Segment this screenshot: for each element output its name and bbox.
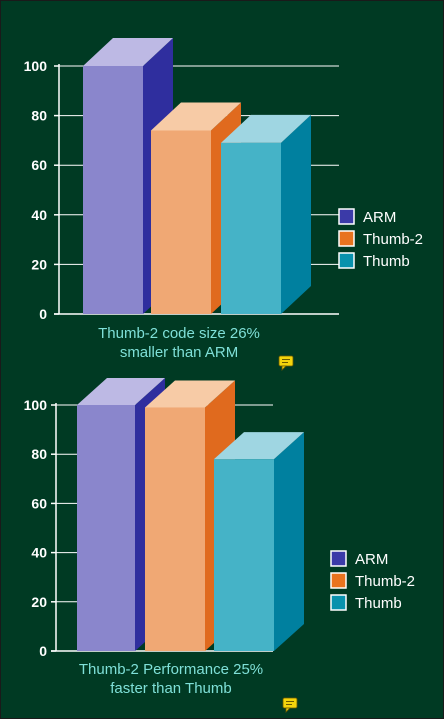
legend-swatch xyxy=(330,572,347,589)
note-icon-body xyxy=(282,697,298,709)
note-icon-tail xyxy=(285,707,291,713)
note-icon xyxy=(278,355,294,371)
legend-item: Thumb xyxy=(338,252,410,270)
y-tick-label: 80 xyxy=(31,446,47,462)
bar-front xyxy=(151,130,211,314)
legend-label: Thumb xyxy=(363,253,410,270)
bar-top xyxy=(83,38,173,66)
legend-item: Thumb-2 xyxy=(338,230,423,248)
legend-swatch xyxy=(338,230,355,247)
legend-item: Thumb-2 xyxy=(330,572,415,590)
bar-top xyxy=(145,380,235,408)
legend-swatch xyxy=(338,208,355,225)
legend-item: ARM xyxy=(330,550,388,568)
chart-caption-line: Thumb-2 code size 26% xyxy=(98,325,260,342)
note-icon-tail xyxy=(281,365,287,371)
note-icon xyxy=(282,697,298,713)
y-tick-label: 60 xyxy=(31,495,47,511)
chart-caption-line: Thumb-2 Performance 25% xyxy=(79,661,263,678)
bar-side xyxy=(274,432,304,651)
legend-label: ARM xyxy=(355,551,388,568)
y-tick-label: 60 xyxy=(31,157,47,173)
chart-caption-line: faster than Thumb xyxy=(110,680,231,697)
bar-top xyxy=(221,114,311,143)
legend-swatch xyxy=(330,550,347,567)
bar-front xyxy=(221,142,281,314)
legend-label: Thumb-2 xyxy=(363,231,423,248)
bar-thumb xyxy=(221,114,311,314)
legend-label: Thumb xyxy=(355,595,402,612)
bar-side xyxy=(281,114,311,314)
bar-front xyxy=(77,405,135,651)
legend-label: ARM xyxy=(363,209,396,226)
note-icon-body xyxy=(278,355,294,367)
bar-front xyxy=(83,66,143,314)
y-tick-label: 0 xyxy=(39,306,47,322)
bar-top xyxy=(77,378,165,405)
bar-top xyxy=(151,102,241,131)
legend-item: ARM xyxy=(338,208,396,226)
legend-item: Thumb xyxy=(330,594,402,612)
bar-chart-2: 0 20 40 60 80 100 ARM Thumb-2 Thumb Thumb-2 Perfo… xyxy=(24,378,415,713)
bar-arm xyxy=(77,378,165,651)
bar-chart-1: 0 20 40 60 80 100 ARM Thumb-2 Thumb Thumb-2 code … xyxy=(24,38,423,371)
y-tick-label: 40 xyxy=(31,545,47,561)
bar-top xyxy=(214,432,304,460)
y-tick-label: 100 xyxy=(24,397,48,413)
y-tick-label: 20 xyxy=(31,256,47,272)
chart-caption-line: smaller than ARM xyxy=(120,344,238,361)
bar-thumb xyxy=(214,432,304,651)
y-tick-label: 100 xyxy=(24,58,48,74)
y-tick-label: 80 xyxy=(31,108,47,124)
legend-swatch xyxy=(330,594,347,611)
legend-label: Thumb-2 xyxy=(355,573,415,590)
bar-front xyxy=(145,407,205,651)
legend-swatch xyxy=(338,252,355,269)
y-tick-label: 0 xyxy=(39,643,47,659)
y-tick-label: 40 xyxy=(31,207,47,223)
bar-front xyxy=(214,459,274,651)
y-tick-label: 20 xyxy=(31,594,47,610)
